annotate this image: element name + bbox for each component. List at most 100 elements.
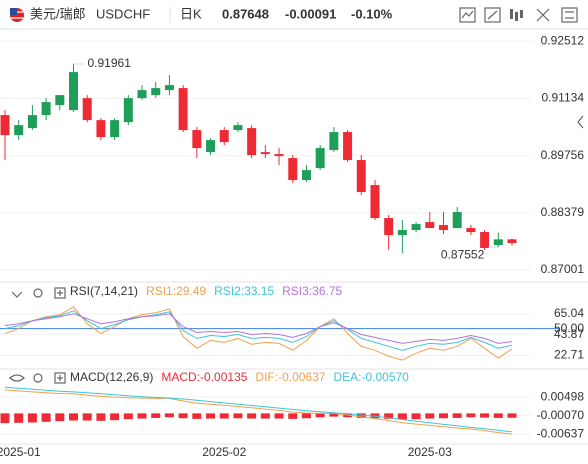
candle-body: [137, 90, 147, 99]
legend-value: -0.00135: [200, 370, 248, 384]
y-tick-label: 0.00498: [541, 389, 585, 403]
candle-body: [329, 132, 339, 151]
y-tick-label: 43.87: [554, 327, 584, 341]
histogram-bar: [384, 413, 394, 419]
change: -0.00091: [285, 6, 336, 21]
histogram-bar: [452, 413, 462, 418]
candle-body: [466, 228, 476, 233]
candle-body: [82, 98, 92, 121]
candle-body: [178, 88, 188, 131]
candle-body: [507, 239, 517, 244]
legend-value: 29.49: [176, 284, 206, 298]
histogram-bar: [14, 413, 24, 423]
y-tick-label: 0.88379: [541, 205, 585, 219]
legend-name: RSI2:: [214, 284, 244, 298]
candle-body: [493, 239, 503, 246]
candle-body: [288, 158, 298, 181]
indicator-header: RSI(7,14,21) RSI1:29.49 RSI2:33.15 RSI3:36.…: [70, 284, 343, 298]
candle-body: [110, 120, 120, 138]
annotation: 0.87552: [441, 247, 485, 261]
histogram-bar: [164, 413, 174, 418]
line: [4, 313, 513, 344]
candle-body: [370, 185, 380, 219]
y-tick-label: 0.91134: [542, 91, 585, 105]
histogram-bar: [315, 413, 325, 418]
histogram-bar: [219, 413, 229, 419]
y-tick-label: -0.00637: [537, 426, 585, 440]
candle-body: [96, 120, 106, 138]
indicator-title: MACD(12,26,9): [70, 370, 153, 384]
x-tick-label: 2025-03: [408, 445, 452, 459]
histogram-bar: [123, 413, 133, 420]
candle-body: [69, 72, 79, 111]
candle-body: [411, 224, 421, 231]
candle-body: [452, 212, 462, 229]
histogram-bar: [438, 413, 448, 419]
histogram-bar: [356, 413, 366, 418]
candle-body: [438, 225, 448, 231]
indicator-title: RSI(7,14,21): [70, 284, 138, 298]
histogram-bar: [41, 413, 51, 422]
candle-body: [0, 115, 10, 136]
histogram-bar: [206, 413, 216, 419]
candle-body: [343, 132, 353, 161]
legend-name: RSI3:: [282, 284, 312, 298]
histogram-bar: [493, 413, 503, 418]
candle-body: [480, 232, 490, 249]
candle-body: [27, 115, 37, 129]
line: [4, 306, 513, 361]
histogram-bar: [329, 413, 339, 417]
legend-value: -0.00637: [278, 370, 326, 384]
change-percent: -0.10%: [351, 6, 393, 21]
histogram-bar: [233, 413, 243, 419]
candle-body: [151, 88, 161, 96]
histogram-bar: [0, 413, 10, 424]
flag-icon: [10, 8, 24, 22]
candle-body: [260, 152, 270, 155]
legend-value: -0.00570: [361, 370, 409, 384]
candle-body: [274, 154, 284, 157]
histogram-bar: [260, 413, 270, 419]
histogram-bar: [301, 413, 311, 419]
histogram-bar: [274, 413, 284, 419]
annotation: 0.91961: [88, 56, 132, 70]
macd-icons[interactable]: [9, 372, 66, 384]
reference-label: 50.00: [554, 321, 584, 335]
histogram-bar: [466, 413, 476, 418]
line: [4, 389, 513, 435]
legend-value: 36.75: [312, 284, 342, 298]
y-tick-label: -0.00070: [537, 408, 585, 422]
x-tick-label: 2025-01: [0, 445, 41, 459]
rsi-icons[interactable]: [11, 287, 66, 299]
price: 0.87648: [222, 6, 269, 21]
candle-body: [123, 98, 133, 123]
histogram-bar: [96, 413, 106, 421]
x-tick-label: 2025-02: [202, 445, 246, 459]
y-tick-label: 0.89756: [541, 148, 585, 162]
histogram-bar: [288, 413, 298, 419]
collapse-button[interactable]: [577, 115, 584, 129]
y-tick-label: 22.71: [554, 348, 584, 362]
candle-body: [55, 95, 65, 106]
candle-body: [192, 130, 202, 149]
candle-body: [315, 148, 325, 169]
histogram-bar: [27, 413, 37, 423]
histogram-bar: [178, 413, 188, 419]
candle-body: [206, 140, 216, 153]
candle-body: [219, 130, 229, 143]
toolbar[interactable]: [459, 7, 578, 23]
symbol: USDCHF: [96, 6, 150, 21]
histogram-bar: [192, 413, 202, 419]
candle-body: [233, 125, 243, 131]
instrument-name: 美元/瑞郎: [30, 6, 86, 21]
legend-name: DEA:: [333, 370, 361, 384]
histogram-bar: [507, 413, 517, 418]
period[interactable]: 日K: [180, 6, 202, 21]
histogram-bar: [55, 413, 65, 422]
y-tick-label: 0.87001: [541, 262, 585, 276]
y-tick-label: 0.92512: [541, 33, 585, 47]
histogram-bar: [397, 413, 407, 420]
candle-body: [14, 125, 24, 136]
